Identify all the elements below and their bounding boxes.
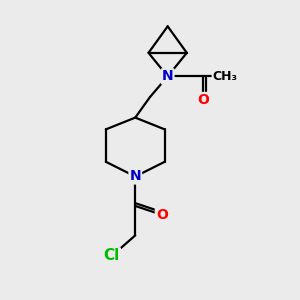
Text: O: O [156, 208, 168, 222]
Text: O: O [197, 93, 209, 107]
Text: N: N [162, 69, 173, 83]
Text: N: N [130, 169, 141, 184]
Text: Cl: Cl [103, 248, 120, 263]
Text: CH₃: CH₃ [213, 70, 238, 83]
